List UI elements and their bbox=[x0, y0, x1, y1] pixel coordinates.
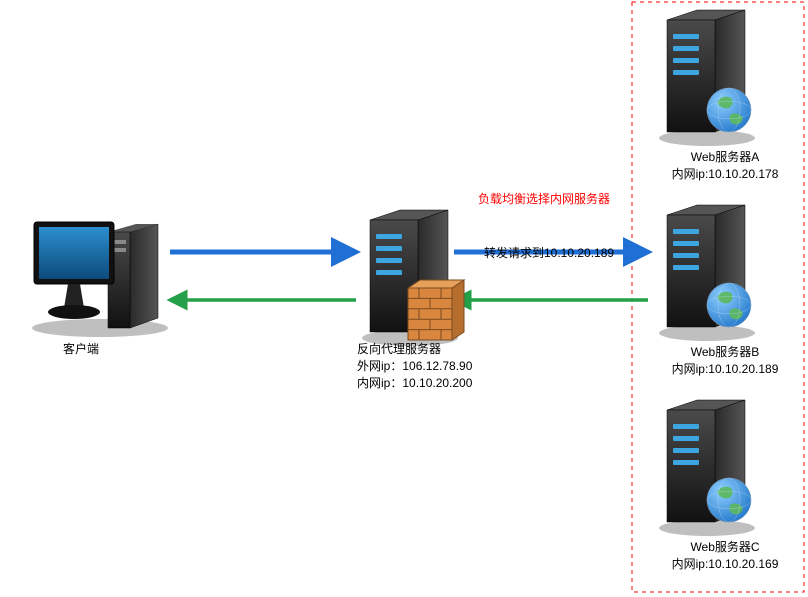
proxy-title: 反向代理服务器 bbox=[357, 342, 441, 356]
server-name: Web服务器B bbox=[691, 345, 759, 359]
client-icon bbox=[32, 222, 168, 337]
forward-annotation: 转发请求到10.10.20.189 bbox=[484, 244, 614, 261]
proxy-label: 反向代理服务器 外网ip：106.12.78.90 内网ip：10.10.20.… bbox=[357, 340, 472, 391]
server-name: Web服务器A bbox=[691, 150, 759, 164]
proxy-ext-ip: 外网ip：106.12.78.90 bbox=[357, 359, 472, 373]
server-ip: 内网ip:10.10.20.189 bbox=[672, 362, 779, 376]
proxy-int-ip: 内网ip：10.10.20.200 bbox=[357, 376, 472, 390]
server-label-2: Web服务器C 内网ip:10.10.20.169 bbox=[665, 538, 785, 572]
client-label: 客户端 bbox=[63, 340, 99, 357]
load-balance-annotation: 负载均衡选择内网服务器 bbox=[478, 190, 610, 207]
server-ip: 内网ip:10.10.20.169 bbox=[672, 557, 779, 571]
web-server-icon-2 bbox=[659, 400, 755, 536]
firewall-icon bbox=[408, 280, 464, 340]
server-name: Web服务器C bbox=[690, 540, 759, 554]
server-label-0: Web服务器A 内网ip:10.10.20.178 bbox=[665, 148, 785, 182]
server-ip: 内网ip:10.10.20.178 bbox=[672, 167, 779, 181]
diagram-canvas bbox=[0, 0, 808, 597]
web-server-icon-1 bbox=[659, 205, 755, 341]
server-label-1: Web服务器B 内网ip:10.10.20.189 bbox=[665, 343, 785, 377]
web-server-icon-0 bbox=[659, 10, 755, 146]
